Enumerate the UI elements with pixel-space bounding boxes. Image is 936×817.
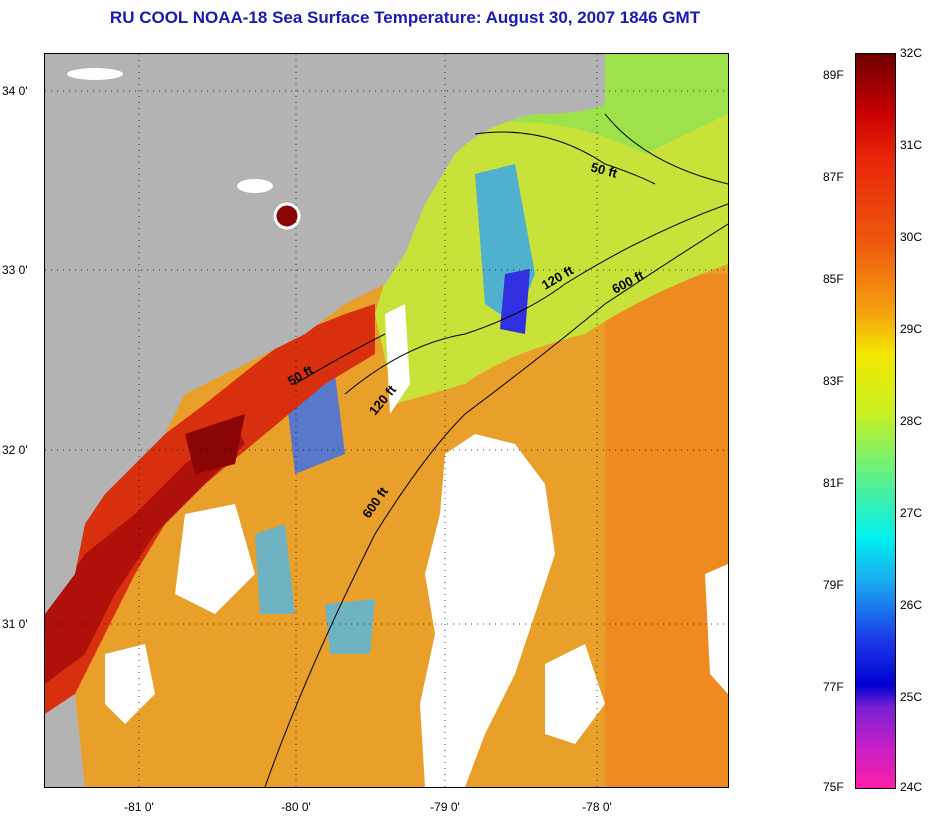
sst-map: 50 ft 120 ft 600 ft 50 ft 120 ft 600 ft: [44, 53, 729, 788]
colorbar-celsius-label: 24C: [900, 780, 923, 794]
latitude-label: 34 0': [2, 84, 28, 98]
longitude-label: -81 0': [124, 800, 154, 814]
isobath-600ft: [264, 223, 728, 787]
cloud-cover: [175, 504, 255, 614]
colorbar-celsius-label: 25C: [900, 690, 923, 704]
cool-streak: [325, 599, 375, 654]
land: [45, 54, 605, 614]
colorbar-fahrenheit-label: 75F: [823, 780, 844, 794]
cloud-cover: [545, 644, 605, 744]
isobath-50ft: [294, 113, 728, 385]
colorbar-fahrenheit-label: 89F: [823, 68, 844, 82]
colorbar-celsius-label: 31C: [900, 138, 923, 152]
cloud-cover: [385, 304, 410, 414]
cloud-cover: [420, 434, 555, 787]
isobath-50ft: [474, 131, 656, 185]
colorbar-celsius-label: 29C: [900, 322, 923, 336]
inland-lake: [273, 202, 301, 230]
longitude-label: -78 0': [582, 800, 612, 814]
colorbar-fahrenheit-label: 79F: [823, 578, 844, 592]
inland-cloud: [237, 179, 273, 193]
hot-coastal-water: [45, 304, 375, 714]
colorbar-celsius-label: 26C: [900, 598, 923, 612]
hot-coastal-water-core: [45, 424, 245, 684]
sst-map-image: 50 ft 120 ft 600 ft 50 ft 120 ft 600 ft: [45, 54, 728, 787]
cloud-cover: [705, 564, 728, 694]
map-title: RU COOL NOAA-18 Sea Surface Temperature:…: [109, 8, 701, 27]
longitude-label: -80 0': [281, 800, 311, 814]
colorbar-celsius-label: 30C: [900, 230, 923, 244]
latitude-label: 32 0': [2, 443, 28, 457]
colorbar-celsius-label: 32C: [900, 46, 923, 60]
colorbar-celsius-label: 28C: [900, 414, 923, 428]
hot-spot: [185, 414, 245, 474]
colorbar-celsius-label: 27C: [900, 506, 923, 520]
temperature-colorbar: [855, 53, 896, 789]
colorbar-fahrenheit-label: 83F: [823, 374, 844, 388]
graticule: [45, 54, 728, 787]
contour-label-50ft-north: 50 ft: [589, 159, 619, 181]
inland-cloud: [67, 68, 123, 80]
latitude-label: 33 0': [2, 263, 28, 277]
cool-streak: [255, 524, 295, 614]
latitude-label: 31 0': [2, 617, 28, 631]
land: [45, 694, 85, 787]
cloud-cover: [105, 644, 155, 724]
isobath-120ft: [344, 203, 728, 395]
longitude-label: -79 0': [430, 800, 460, 814]
colorbar-fahrenheit-label: 77F: [823, 680, 844, 694]
colorbar-fahrenheit-label: 81F: [823, 476, 844, 490]
offshore-warm-band: [605, 274, 728, 787]
colorbar-fahrenheit-label: 85F: [823, 272, 844, 286]
cool-shelf-water-north: [485, 54, 728, 154]
colorbar-fahrenheit-label: 87F: [823, 170, 844, 184]
